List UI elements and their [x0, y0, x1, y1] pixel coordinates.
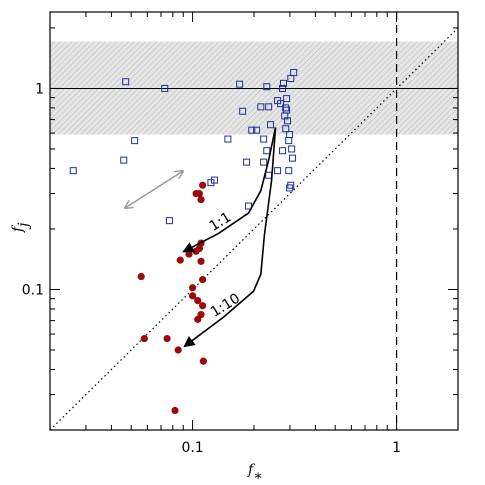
data-point — [285, 137, 293, 145]
track-curve — [183, 127, 277, 348]
data-point — [279, 147, 287, 155]
data-point — [243, 158, 251, 166]
data-point — [274, 167, 282, 175]
data-point — [176, 256, 184, 264]
y-axis-label-sub: j — [16, 222, 32, 230]
data-point — [236, 80, 244, 88]
data-point — [253, 126, 261, 134]
data-point — [163, 334, 171, 343]
y-axis-label-text: f — [10, 224, 26, 233]
data-point — [137, 272, 145, 281]
data-point — [199, 302, 207, 310]
data-point — [263, 83, 271, 91]
data-point — [282, 125, 290, 133]
plot-layer: 0.1 10.11f∗fj 1:11:10 — [10, 11, 459, 484]
data-point — [165, 217, 173, 225]
y-axis-label: fj — [10, 222, 32, 233]
data-point — [279, 84, 287, 92]
data-point — [283, 95, 291, 103]
data-point — [140, 334, 148, 343]
identity-line — [49, 27, 459, 431]
data-point — [194, 315, 202, 323]
data-point — [69, 167, 77, 175]
data-point — [194, 297, 202, 305]
direction-arrow — [125, 171, 183, 208]
x-axis-label: f∗ — [247, 462, 263, 484]
data-point — [267, 121, 275, 129]
data-point — [131, 137, 139, 145]
data-point — [279, 79, 287, 87]
data-point — [195, 189, 204, 198]
data-point — [287, 75, 295, 83]
x-tick-label: 0.1 — [181, 440, 203, 456]
data-point — [188, 284, 197, 292]
data-point — [265, 103, 273, 111]
data-point — [161, 84, 169, 92]
data-point — [265, 171, 273, 179]
data-point — [120, 156, 128, 164]
x-axis-label-sub: ∗ — [253, 468, 263, 484]
data-point — [239, 107, 247, 115]
track-label: 1:1 — [207, 209, 235, 235]
track-curve — [182, 127, 277, 253]
data-point — [199, 181, 207, 189]
data-point — [199, 357, 208, 365]
data-point — [286, 184, 294, 192]
data-point — [288, 145, 296, 153]
data-point — [188, 292, 197, 300]
data-point — [197, 195, 205, 204]
data-point — [283, 106, 291, 114]
data-point — [289, 154, 297, 162]
data-point — [263, 147, 271, 155]
data-point — [284, 117, 292, 125]
data-point — [197, 257, 205, 265]
data-point — [199, 275, 207, 284]
y-tick-label: 1 — [35, 81, 44, 97]
data-point — [282, 104, 290, 112]
data-point — [224, 135, 232, 143]
x-tick-label: 1 — [392, 440, 401, 456]
data-point — [210, 176, 218, 184]
data-point — [285, 167, 293, 175]
data-point — [277, 100, 285, 108]
data-point — [174, 346, 182, 354]
x-axis-label-text: f — [247, 462, 256, 478]
data-point — [248, 126, 256, 134]
y-tick-label: 0.1 — [22, 282, 44, 298]
data-point — [122, 78, 130, 86]
data-point — [257, 103, 265, 111]
data-point — [260, 158, 268, 166]
data-point — [171, 406, 179, 415]
data-point — [260, 135, 268, 143]
data-point — [192, 247, 200, 255]
data-point — [185, 250, 193, 258]
